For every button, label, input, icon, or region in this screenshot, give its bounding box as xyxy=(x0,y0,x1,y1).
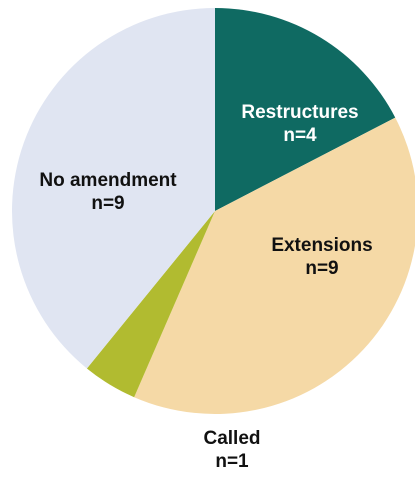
pie-slices xyxy=(12,8,415,414)
slice-label-restructures: Restructures n=4 xyxy=(241,102,358,146)
slice-name-extensions: Extensions xyxy=(271,235,372,256)
slice-count-restructures: n=4 xyxy=(283,125,317,146)
slice-label-extensions: Extensions n=9 xyxy=(271,235,372,279)
slice-label-no-amendment: No amendment n=9 xyxy=(39,170,177,214)
pie-slice-restructures xyxy=(215,8,396,211)
pie-slice-no-amendment xyxy=(12,8,215,369)
slice-count-no-amendment: n=9 xyxy=(91,193,124,214)
slice-label-called: Called n=1 xyxy=(203,428,260,472)
slice-name-called: Called xyxy=(203,428,260,449)
pie-slice-called xyxy=(86,211,215,398)
slice-name-restructures: Restructures xyxy=(241,102,358,123)
pie-slice-extensions xyxy=(134,117,415,414)
slice-count-called: n=1 xyxy=(215,451,249,472)
slice-name-no-amendment: No amendment xyxy=(39,170,177,191)
slice-count-extensions: n=9 xyxy=(305,258,338,279)
